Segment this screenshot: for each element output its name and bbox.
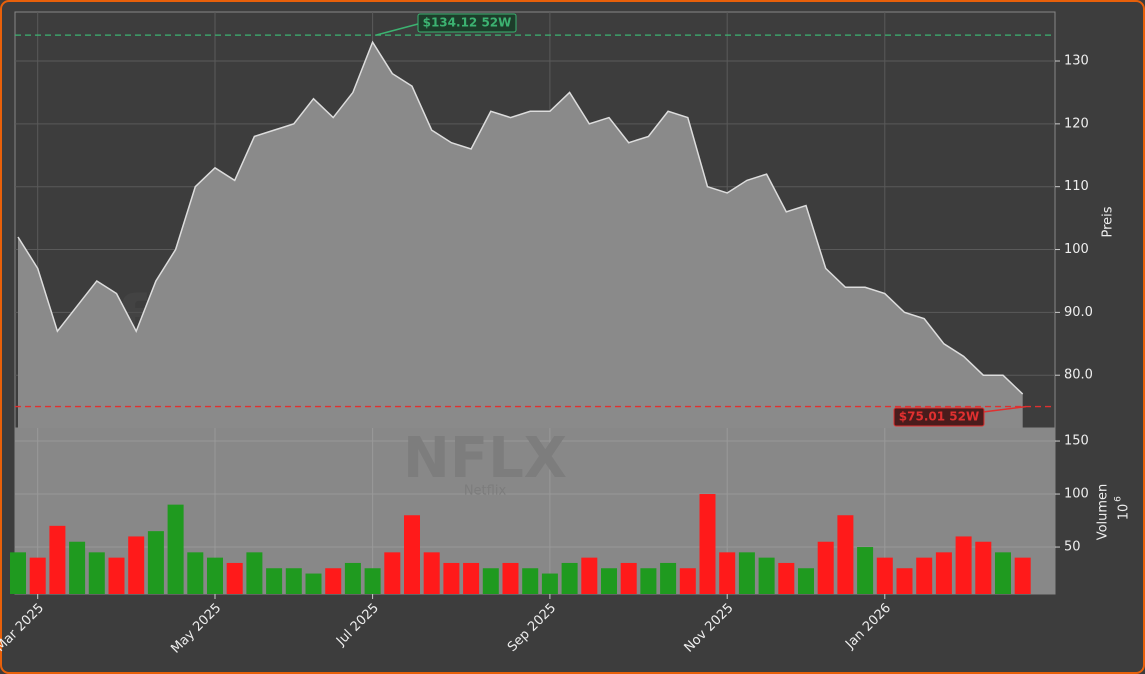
y-tick-label: 120 [1064, 116, 1089, 131]
y2-exponent-base: 10 [1117, 504, 1132, 521]
volume-bar [482, 568, 499, 594]
volume-bar [69, 541, 86, 594]
high-arrow [375, 23, 419, 36]
volume-bar [699, 494, 716, 594]
volume-bar [916, 557, 933, 594]
volume-bar [226, 562, 243, 594]
volume-bar [1014, 557, 1031, 594]
volume-bar [207, 557, 223, 594]
y2-tick-label: 50 [1064, 540, 1081, 555]
volume-bar [738, 552, 755, 594]
volume-bar [601, 568, 617, 594]
y-tick-label: 130 [1064, 54, 1089, 69]
volume-bar [876, 557, 893, 594]
name-watermark: Netflix [464, 484, 507, 499]
volume-bar [581, 557, 598, 594]
volume-bar [49, 525, 66, 594]
y-tick-label: 110 [1064, 179, 1089, 194]
volume-bar [955, 536, 972, 594]
price-line [17, 40, 1024, 395]
volume-bar [837, 515, 854, 594]
volume-bar [660, 562, 677, 594]
volume-bar [167, 504, 184, 594]
volume-bar [108, 557, 125, 594]
price-area [18, 42, 1023, 428]
volume-bar [561, 562, 578, 594]
volume-bar [29, 557, 46, 594]
volume-bar [384, 552, 401, 594]
volume-bar [88, 552, 105, 594]
volume-bar [404, 515, 420, 594]
volume-bar [640, 568, 657, 594]
volume-bar [305, 573, 322, 594]
volume-bar [541, 573, 558, 594]
y2-tick-label: 150 [1064, 434, 1089, 449]
volume-bar [502, 562, 519, 594]
high-label: $134.12 52W [423, 16, 512, 30]
volume-bar [995, 552, 1011, 594]
low-box [893, 407, 985, 427]
y2-tick-label: 100 [1064, 487, 1089, 502]
volume-bar [128, 536, 145, 594]
volume-bar [443, 562, 460, 594]
volume-bar [285, 568, 302, 594]
volume-bar [719, 552, 736, 594]
volume-bar [857, 547, 874, 594]
y-axis-label: Preis [1101, 206, 1116, 237]
volume-bar [463, 562, 480, 594]
volume-bar [522, 568, 539, 594]
y2-axis-label: Volumen [1096, 484, 1111, 541]
y-tick-label: 80.0 [1064, 368, 1093, 383]
volume-bar [778, 562, 795, 594]
low-arrow [982, 405, 1027, 413]
volume-bar [798, 568, 814, 594]
volume-bar [935, 552, 952, 594]
ticker-watermark: NFLX [403, 426, 567, 491]
volume-bar [10, 552, 26, 594]
volume-bar [620, 562, 637, 594]
volume-bar [266, 568, 283, 594]
y-tick-label: 100 [1064, 242, 1089, 257]
high-box [417, 13, 517, 33]
volume-bar [896, 568, 913, 594]
y-tick-label: 90.0 [1064, 305, 1093, 320]
y2-exponent-power: 6 [1114, 496, 1124, 502]
volume-bar [758, 557, 775, 594]
low-label: $75.01 52W [899, 410, 979, 424]
volume-bar [344, 562, 361, 594]
volume-bar [364, 568, 381, 594]
volume-bar [325, 568, 342, 594]
volume-bar [975, 541, 992, 594]
volume-bar [246, 552, 263, 594]
volume-bar [147, 531, 164, 594]
volume-bar [817, 541, 834, 594]
volume-bar [679, 568, 696, 594]
volume-bar [187, 552, 204, 594]
volume-bar [423, 552, 440, 594]
